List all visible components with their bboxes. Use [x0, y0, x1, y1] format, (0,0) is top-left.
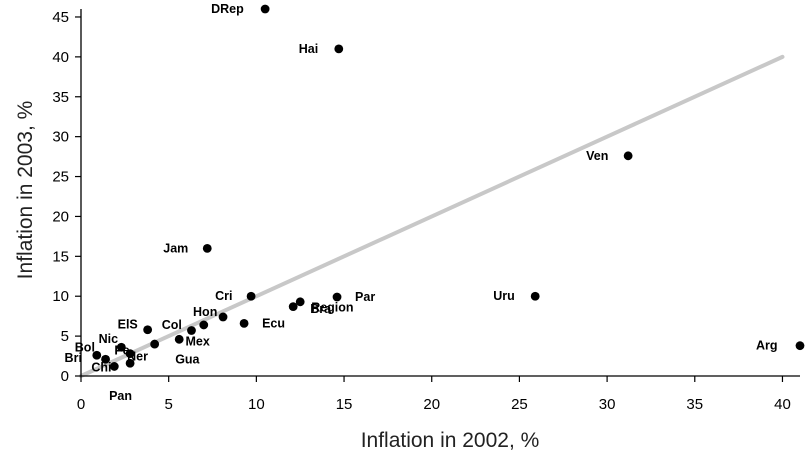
- data-points: [92, 4, 805, 371]
- data-point: [187, 326, 196, 335]
- data-label: Region: [311, 301, 353, 315]
- data-label: Chi: [91, 360, 111, 374]
- data-point: [795, 341, 805, 351]
- x-tick-label: 0: [77, 396, 85, 413]
- data-point: [288, 302, 298, 311]
- data-point: [530, 291, 540, 301]
- x-tick-label: 20: [423, 396, 440, 413]
- x-tick-label: 25: [511, 396, 528, 413]
- y-axis-title: Inflation in 2003, %: [14, 101, 37, 280]
- data-label: DRep: [211, 2, 244, 16]
- data-label: Pe: [114, 343, 129, 357]
- data-label: Bri: [65, 351, 82, 365]
- y-tick-label: 5: [61, 328, 69, 345]
- y-tick-label: 30: [52, 129, 69, 146]
- data-point: [125, 358, 135, 368]
- data-point: [101, 354, 110, 364]
- data-label: Ner: [127, 350, 148, 364]
- data-label: Par: [355, 290, 375, 304]
- y-tick-label: 15: [52, 248, 69, 265]
- data-label: Cri: [215, 289, 232, 303]
- data-label: Arg: [756, 339, 778, 353]
- data-label: Uru: [493, 289, 515, 303]
- y-tick-label: 25: [52, 169, 69, 186]
- y-tick-label: 35: [52, 89, 69, 106]
- data-point: [246, 291, 256, 301]
- data-label: Col: [162, 318, 182, 332]
- data-label: Bol: [75, 340, 95, 354]
- data-point: [199, 320, 209, 330]
- data-point: [295, 297, 305, 307]
- x-tick-label: 40: [774, 396, 791, 413]
- x-axis-title: Inflation in 2002, %: [361, 429, 540, 452]
- data-point: [332, 292, 342, 302]
- data-point: [109, 362, 119, 371]
- data-label: Jam: [163, 241, 188, 255]
- data-point: [174, 334, 184, 344]
- y-tick-label: 45: [52, 9, 69, 26]
- axes: 0 5 10 15 20 25 30 35 40 0 5 10 15 20 25 30 35 40 45: [52, 9, 800, 413]
- data-label: Hai: [299, 42, 318, 56]
- data-label: Hon: [193, 305, 217, 319]
- data-point: [116, 342, 126, 352]
- data-label: ElS: [118, 318, 138, 332]
- x-tick-label: 5: [165, 396, 173, 413]
- data-label: Ecu: [262, 316, 285, 330]
- trend-layer: [79, 54, 785, 378]
- data-label: Mex: [185, 335, 209, 349]
- data-label: Pan: [109, 389, 132, 403]
- data-point: [239, 318, 249, 328]
- trend-line: [79, 54, 785, 378]
- data-point: [92, 350, 102, 360]
- data-point: [125, 349, 135, 359]
- data-label: Bra: [310, 302, 332, 316]
- x-tick-label: 15: [336, 396, 353, 413]
- y-tick-label: 20: [52, 208, 69, 225]
- data-label: Gua: [175, 352, 200, 366]
- data-point: [218, 312, 228, 322]
- data-point: [150, 339, 160, 349]
- data-point: [334, 44, 344, 54]
- y-tick-label: 40: [52, 49, 69, 66]
- data-label: Ven: [586, 149, 608, 163]
- x-tick-label: 10: [248, 396, 265, 413]
- data-label: Nic: [99, 332, 119, 346]
- data-point: [143, 325, 153, 335]
- data-point: [260, 4, 270, 14]
- y-tick-label: 10: [52, 288, 69, 305]
- data-point: [202, 243, 212, 253]
- x-tick-label: 35: [686, 396, 703, 413]
- y-tick-label: 0: [61, 368, 69, 385]
- data-point: [623, 151, 633, 161]
- x-tick-label: 30: [599, 396, 616, 413]
